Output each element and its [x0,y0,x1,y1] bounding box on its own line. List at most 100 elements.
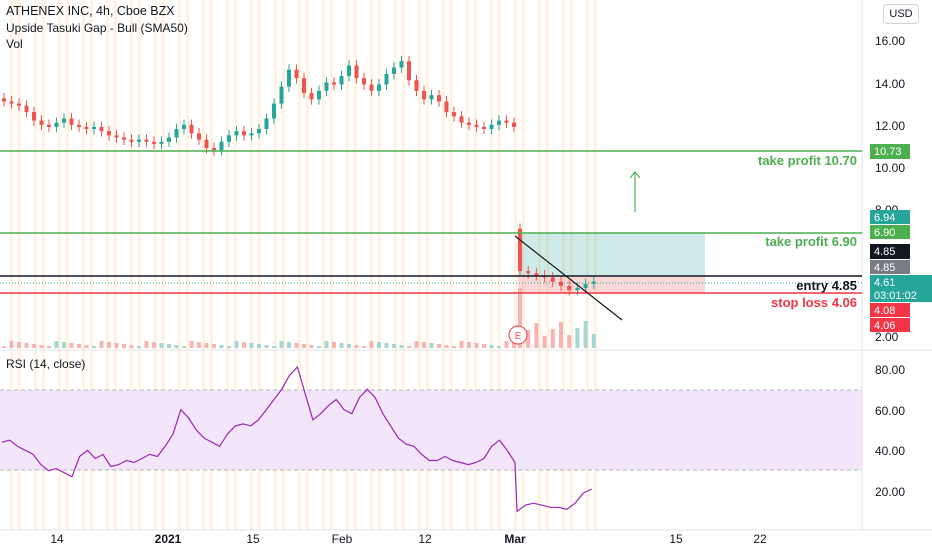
volume-bar [583,321,588,348]
session-stripe [442,0,445,530]
volume-bar [489,345,494,348]
candle-body [182,124,186,130]
badge-6-90 [870,225,910,239]
volume-bar [99,341,104,348]
price-axis[interactable]: 16.00 14.00 12.00 10.00 8.00 2.00 [875,34,905,344]
volume-bar [144,341,149,348]
candle-body [159,141,164,144]
session-stripe [426,0,429,530]
candle-body [129,139,134,142]
session-stripe [570,0,573,530]
candle-body [167,137,171,142]
badge-6-90-text: 6.90 [874,227,895,239]
price-tick: 12.00 [875,119,905,133]
candle-body [354,65,359,79]
candle-body [257,129,261,134]
session-stripe [490,0,493,530]
session-stripe [186,0,189,530]
currency-button[interactable]: USD [883,4,919,24]
volume-bar [377,342,381,348]
rsi-axis[interactable]: 80.00 60.00 40.00 20.00 [875,363,905,499]
candle-body [77,124,81,127]
session-stripe [250,0,253,530]
volume-bar [39,345,44,348]
volume-bar [302,344,306,348]
candle-body [583,283,588,289]
volume-bar [54,341,59,348]
volume-bar [122,344,126,348]
candle-body [591,281,596,284]
session-stripe [234,0,237,530]
volume-bar [152,342,156,348]
candle-body [137,139,141,142]
volume-bar [526,330,531,348]
chart-title[interactable]: ATHENEX INC, 4h, Cboe BZX [6,4,175,18]
volume-bar [189,341,194,348]
session-stripe [394,0,397,530]
candle-body [339,76,344,85]
price-tick: 16.00 [875,34,905,48]
candle-body [279,86,284,104]
volume-bar [174,345,179,348]
session-stripe [354,0,357,530]
volume-label[interactable]: Vol [6,37,23,51]
volume-bar [550,329,555,348]
volume-bar [47,346,51,348]
earnings-marker-circle[interactable] [508,325,528,345]
candle-body [294,69,299,79]
candle-body [489,124,494,130]
volume-bar [429,343,434,348]
volume-bar [84,345,89,348]
volume-bar [309,345,314,348]
volume-bar [167,344,171,348]
badge-4-06 [870,318,910,332]
volume-bar [234,341,239,348]
volume-bar [249,343,254,348]
session-stripe [282,0,285,530]
candle-body [264,118,269,130]
badge-10-73 [870,144,910,159]
candle-body [272,103,276,119]
candle-body [422,90,426,100]
time-tick: 12 [418,532,432,546]
candle-body [452,112,456,117]
session-stripe [106,0,109,530]
profit-zone [518,233,705,276]
badge-entry-dark [870,244,910,259]
session-stripe [154,0,157,530]
candle-body [459,116,464,123]
candle-body [144,139,149,142]
candle-body [482,126,486,130]
rsi-title[interactable]: RSI (14, close) [6,357,86,371]
time-tick: Mar [504,532,526,546]
stop-loss-label: stop loss 4.06 [771,295,857,310]
volume-bar [159,343,164,348]
volume-bar [559,322,563,348]
session-stripe [34,0,37,530]
volume-bar [504,341,509,348]
candle-body [309,93,314,100]
rsi-line [1,365,592,513]
candle-body [302,78,306,93]
candle-body [219,141,224,151]
volume-bar [384,343,389,348]
candle-body [518,228,522,272]
session-stripe [466,0,469,530]
candle-body [474,124,479,127]
volume-bar [414,341,419,348]
indicator-label[interactable]: Upside Tasuki Gap - Bull (SMA50) [6,21,188,35]
volume-bar [69,343,74,348]
session-stripe [546,0,549,530]
candle-body [62,118,66,123]
candle-body [287,69,291,87]
session-stripe [346,0,349,530]
time-axis[interactable]: 14 2021 15 Feb 12 Mar 15 22 [50,532,767,546]
session-highlights [10,0,597,530]
badge-entry-gray-text: 4.85 [874,262,895,274]
session-stripe [514,0,517,530]
badge-4-08 [870,303,910,317]
trend-line[interactable] [514,235,623,321]
candle-body [429,95,434,100]
volume-bar [399,345,404,348]
session-stripe [322,0,325,530]
